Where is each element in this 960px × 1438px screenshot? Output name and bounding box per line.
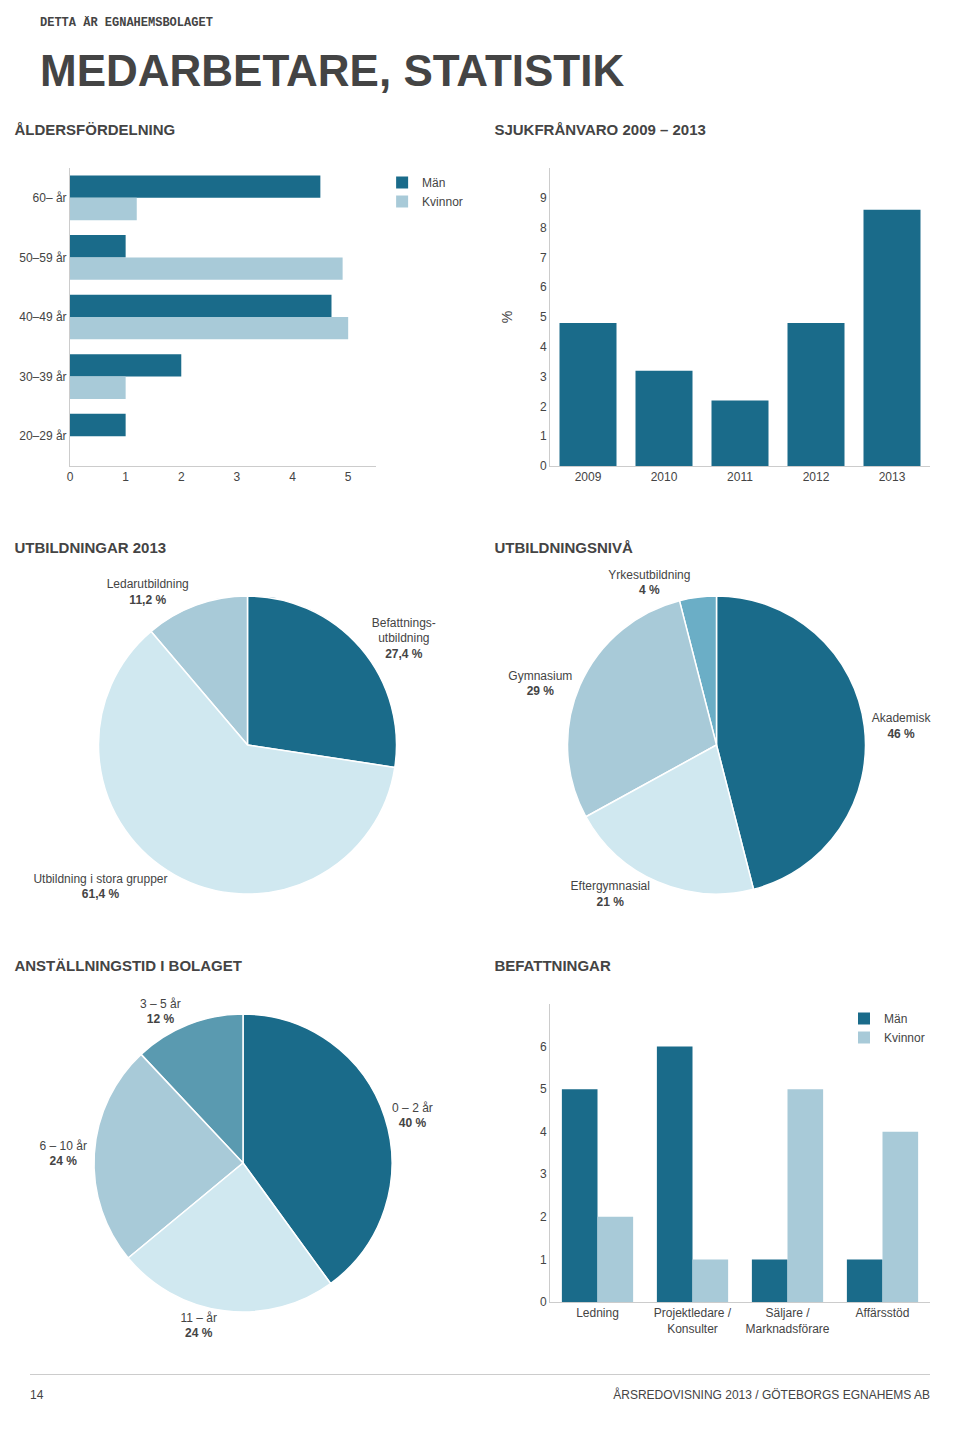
svg-text:2013: 2013 — [879, 470, 906, 484]
svg-text:5: 5 — [540, 310, 547, 324]
svg-text:3: 3 — [234, 470, 241, 484]
svg-text:Eftergymnasial21 %: Eftergymnasial21 % — [571, 879, 650, 909]
svg-text:BEFATTNINGAR: BEFATTNINGAR — [494, 957, 611, 974]
svg-text:Gymnasium29 %: Gymnasium29 % — [508, 669, 572, 699]
svg-text:Män: Män — [884, 1012, 907, 1026]
svg-text:1: 1 — [540, 1253, 547, 1267]
svg-text:50–59 år: 50–59 år — [19, 251, 66, 265]
svg-text:6: 6 — [540, 1040, 547, 1054]
svg-text:2010: 2010 — [651, 470, 678, 484]
svg-text:Kvinnor: Kvinnor — [884, 1031, 925, 1045]
svg-text:9: 9 — [540, 191, 547, 205]
svg-text:0: 0 — [540, 1295, 547, 1309]
svg-text:2: 2 — [540, 400, 547, 414]
svg-text:UTBILDNINGSNIVÅ: UTBILDNINGSNIVÅ — [494, 539, 633, 556]
svg-text:Befattnings-utbildning27,4 %: Befattnings-utbildning27,4 % — [372, 616, 436, 661]
svg-text:40–49 år: 40–49 år — [19, 310, 66, 324]
svg-text:3: 3 — [540, 1167, 547, 1181]
svg-text:ÅLDERSFÖRDELNING: ÅLDERSFÖRDELNING — [14, 121, 175, 138]
svg-text:5: 5 — [540, 1082, 547, 1096]
svg-text:3 – 5 år12 %: 3 – 5 år12 % — [140, 997, 181, 1027]
svg-text:UTBILDNINGAR 2013: UTBILDNINGAR 2013 — [14, 539, 166, 556]
svg-text:6: 6 — [540, 280, 547, 294]
svg-text:6 – 10 år24 %: 6 – 10 år24 % — [40, 1139, 87, 1169]
svg-text:60– år: 60– år — [33, 191, 67, 205]
svg-text:Kvinnor: Kvinnor — [422, 195, 463, 209]
svg-text:Projektledare /Konsulter: Projektledare /Konsulter — [654, 1306, 732, 1336]
svg-text:2: 2 — [178, 470, 185, 484]
html-text:ÅRSREDOVISNING 2013 / GÖTEBORG: ÅRSREDOVISNING 2013 / GÖTEBORGS EGNAHEMS… — [613, 1388, 930, 1402]
svg-text:2011: 2011 — [727, 470, 753, 484]
svg-text:Män: Män — [422, 176, 445, 190]
svg-text:Utbildning i stora grupper61,4: Utbildning i stora grupper61,4 % — [33, 872, 167, 902]
svg-text:Yrkesutbildning4 %: Yrkesutbildning4 % — [608, 568, 690, 598]
svg-text:0: 0 — [540, 459, 547, 473]
svg-text:30–39 år: 30–39 år — [19, 370, 66, 384]
svg-text:ANSTÄLLNINGSTID I BOLAGET: ANSTÄLLNINGSTID I BOLAGET — [14, 957, 242, 974]
svg-text:1: 1 — [540, 429, 547, 443]
svg-text:2012: 2012 — [803, 470, 830, 484]
svg-text:SJUKFRÅNVARO 2009 – 2013: SJUKFRÅNVARO 2009 – 2013 — [494, 121, 705, 138]
svg-text:2009: 2009 — [575, 470, 602, 484]
svg-text:4: 4 — [289, 470, 296, 484]
svg-text:3: 3 — [540, 370, 547, 384]
svg-text:Affärsstöd: Affärsstöd — [856, 1306, 910, 1320]
svg-text:Ledarutbildning11,2 %: Ledarutbildning11,2 % — [107, 577, 189, 607]
svg-text:Akademisk46 %: Akademisk46 % — [872, 711, 932, 741]
svg-text:5: 5 — [345, 470, 352, 484]
svg-text:0: 0 — [67, 470, 74, 484]
svg-text:1: 1 — [122, 470, 129, 484]
html-text:14: 14 — [30, 1388, 44, 1402]
svg-text:4: 4 — [540, 1125, 547, 1139]
svg-text:%: % — [499, 311, 515, 323]
svg-text:11 – år24 %: 11 – år24 % — [180, 1311, 216, 1341]
svg-text:0 – 2 år40 %: 0 – 2 år40 % — [392, 1101, 433, 1131]
html-text:DETTA ÄR EGNAHEMSBOLAGET: DETTA ÄR EGNAHEMSBOLAGET — [40, 16, 213, 30]
html-text:MEDARBETARE, STATISTIK: MEDARBETARE, STATISTIK — [40, 46, 625, 95]
svg-text:Säljare /Marknadsförare: Säljare /Marknadsförare — [745, 1306, 829, 1336]
svg-text:2: 2 — [540, 1210, 547, 1224]
svg-text:4: 4 — [540, 340, 547, 354]
svg-text:8: 8 — [540, 221, 547, 235]
svg-text:7: 7 — [540, 251, 547, 265]
svg-text:20–29 år: 20–29 år — [19, 429, 66, 443]
svg-text:Ledning: Ledning — [576, 1306, 619, 1320]
